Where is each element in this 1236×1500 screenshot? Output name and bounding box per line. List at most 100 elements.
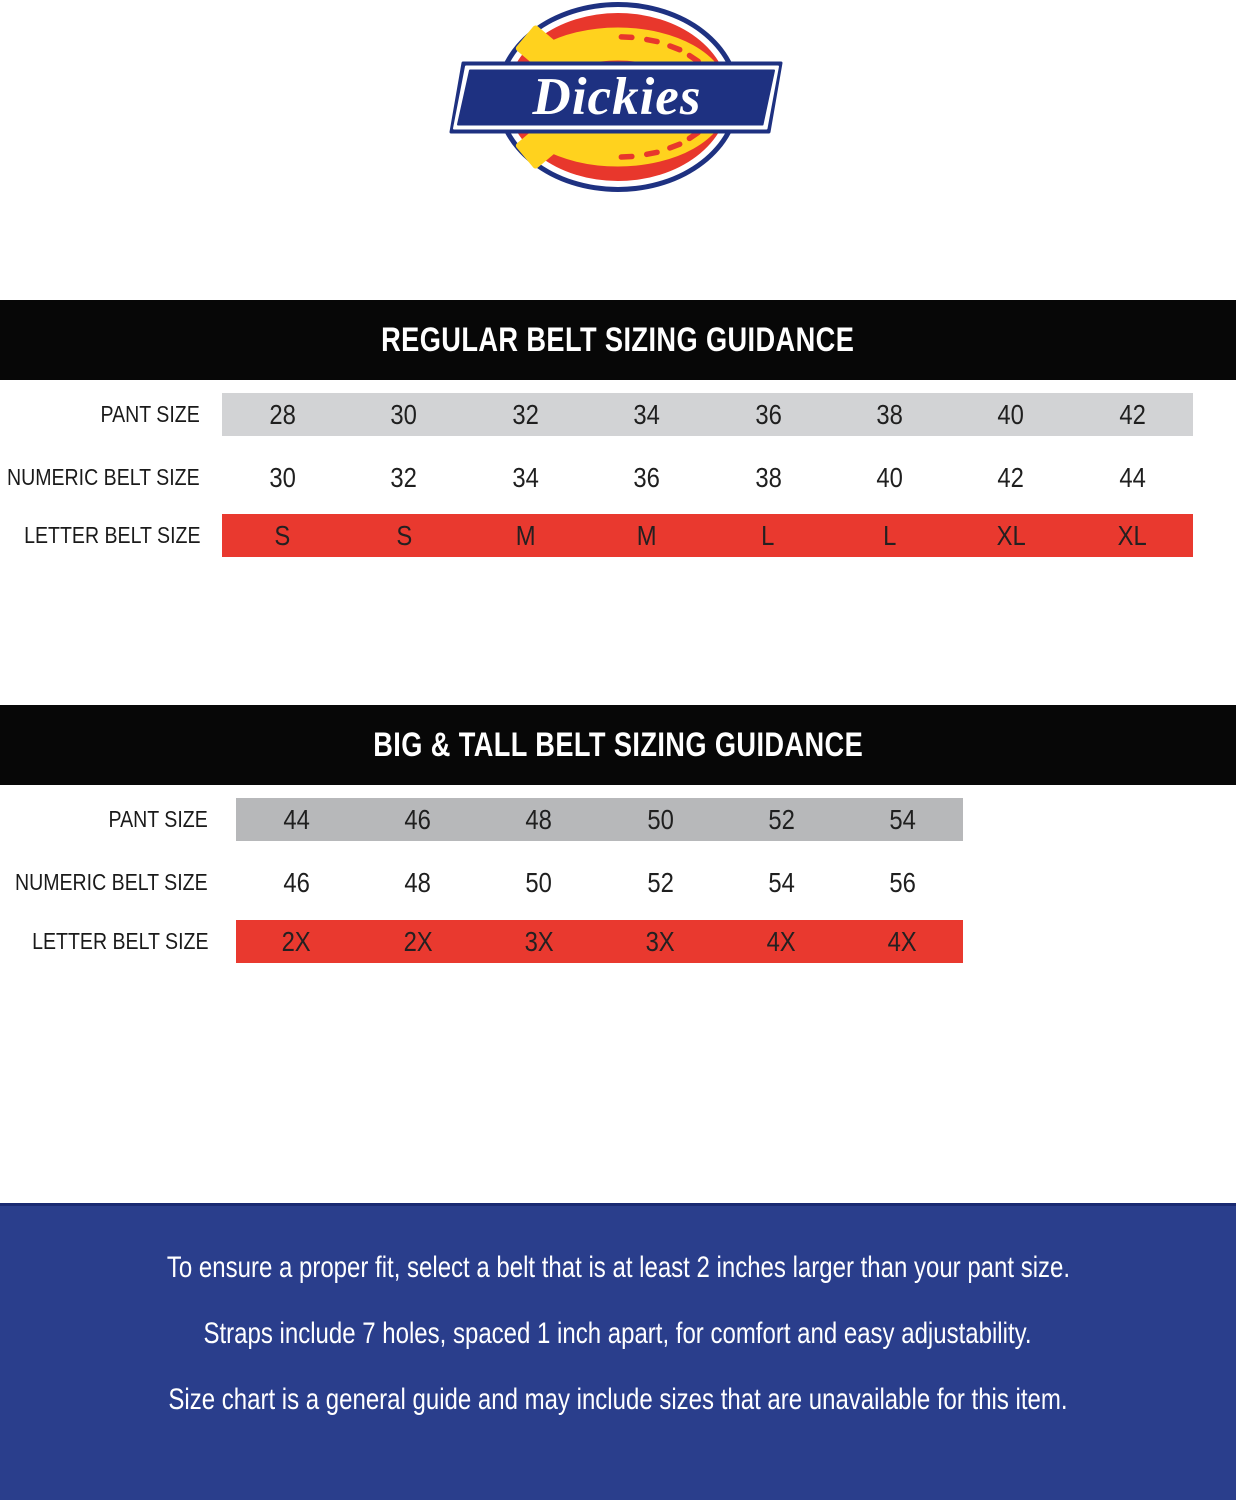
size-value: 4X [766, 925, 796, 957]
size-cell: 32 [343, 456, 464, 499]
size-cell: 3X [600, 920, 721, 963]
big-tall-pant-size-row: PANT SIZE 44 46 48 50 52 54 [0, 798, 1236, 841]
size-value: 56 [889, 866, 916, 898]
size-value: L [761, 519, 775, 551]
size-value: 52 [646, 866, 674, 898]
regular-numeric-belt-size-row: NUMERIC BELT SIZE 30 32 34 36 38 40 42 4… [0, 456, 1236, 499]
size-cell: 28 [222, 393, 343, 436]
regular-section-banner: REGULAR BELT SIZING GUIDANCE [0, 300, 1236, 380]
size-value: 28 [269, 398, 296, 430]
footer-note-line: Straps include 7 holes, spaced 1 inch ap… [203, 1317, 1032, 1350]
size-cell: 48 [478, 798, 599, 841]
dickies-logo: Dickies [449, 2, 783, 192]
big-tall-letter-belt-size-bar: 2X 2X 3X 3X 4X 4X [236, 920, 963, 963]
big-tall-pant-size-bar: 44 46 48 50 52 54 [236, 798, 963, 841]
regular-letter-belt-size-bar: S S M M L L XL XL [222, 514, 1193, 557]
size-value: 50 [646, 803, 674, 835]
size-cell: 52 [600, 861, 721, 904]
size-cell: 44 [1072, 456, 1193, 499]
size-cell: M [586, 514, 707, 557]
size-value: 34 [633, 398, 661, 430]
size-cell: 50 [600, 798, 721, 841]
size-cell: 52 [721, 798, 842, 841]
size-value: 40 [876, 461, 903, 493]
size-value: L [882, 519, 897, 551]
size-cell: 2X [236, 920, 357, 963]
size-value: 2X [282, 925, 312, 957]
size-cell: 40 [950, 393, 1071, 436]
size-cell: 4X [842, 920, 963, 963]
size-value: 54 [768, 866, 795, 898]
size-value: 36 [754, 398, 782, 430]
regular-letter-belt-size-row: LETTER BELT SIZE S S M M L L XL XL [0, 514, 1236, 557]
letter-belt-size-label: LETTER BELT SIZE [23, 522, 200, 548]
size-cell: S [222, 514, 343, 557]
regular-pant-size-bar: 28 30 32 34 36 38 40 42 [222, 393, 1193, 436]
size-value: 3X [645, 925, 675, 957]
size-cell: 34 [465, 456, 586, 499]
size-cell: 50 [478, 861, 599, 904]
size-value: 54 [889, 803, 916, 835]
size-cell: 3X [478, 920, 599, 963]
size-value: 40 [997, 398, 1025, 430]
size-cell: 42 [1072, 393, 1193, 436]
size-cell: L [829, 514, 950, 557]
size-value: 3X [524, 925, 554, 957]
big-tall-letter-belt-size-row: LETTER BELT SIZE 2X 2X 3X 3X 4X 4X [0, 920, 1236, 963]
size-cell: L [708, 514, 829, 557]
size-value: S [396, 519, 413, 551]
size-value: 44 [283, 803, 310, 835]
size-value: S [274, 519, 291, 551]
size-value: 48 [404, 866, 431, 898]
size-value: 52 [768, 803, 795, 835]
size-cell: 38 [708, 456, 829, 499]
footer-note-line: To ensure a proper fit, select a belt th… [166, 1251, 1070, 1284]
size-value: 46 [283, 866, 310, 898]
big-tall-section-title: BIG & TALL BELT SIZING GUIDANCE [373, 725, 863, 764]
regular-section-title: REGULAR BELT SIZING GUIDANCE [381, 320, 855, 359]
size-value: 30 [269, 461, 296, 493]
size-cell: 38 [829, 393, 950, 436]
size-cell: 40 [829, 456, 950, 499]
size-cell: 48 [357, 861, 478, 904]
footer-note-line: Size chart is a general guide and may in… [168, 1383, 1068, 1416]
size-cell: 44 [236, 798, 357, 841]
size-cell: XL [950, 514, 1071, 557]
footer-notes-panel: To ensure a proper fit, select a belt th… [0, 1203, 1236, 1500]
size-value: 44 [1119, 461, 1146, 493]
logo-banner: Dickies [449, 61, 783, 134]
size-value: 46 [404, 803, 431, 835]
size-cell: 30 [222, 456, 343, 499]
big-tall-numeric-belt-size-row: NUMERIC BELT SIZE 46 48 50 52 54 56 [0, 861, 1236, 904]
letter-belt-size-label: LETTER BELT SIZE [31, 928, 208, 954]
size-cell: XL [1072, 514, 1193, 557]
size-cell: 30 [343, 393, 464, 436]
size-cell: S [343, 514, 464, 557]
size-value: 38 [754, 461, 782, 493]
size-cell: 54 [721, 861, 842, 904]
size-value: XL [1117, 519, 1147, 551]
regular-numeric-belt-size-bar: 30 32 34 36 38 40 42 44 [222, 456, 1193, 499]
size-value: M [515, 519, 536, 551]
size-value: 4X [887, 925, 917, 957]
numeric-belt-size-label: NUMERIC BELT SIZE [15, 869, 208, 895]
size-value: 36 [633, 461, 661, 493]
size-cell: 34 [586, 393, 707, 436]
size-cell: 56 [842, 861, 963, 904]
size-value: 2X [403, 925, 433, 957]
big-tall-section-banner: BIG & TALL BELT SIZING GUIDANCE [0, 705, 1236, 785]
size-value: M [636, 519, 657, 551]
size-cell: 42 [950, 456, 1071, 499]
logo-wordmark: Dickies [532, 68, 702, 126]
size-cell: 4X [721, 920, 842, 963]
size-value: 38 [876, 398, 903, 430]
size-value: 50 [525, 866, 553, 898]
size-cell: 46 [236, 861, 357, 904]
size-value: 42 [1119, 398, 1146, 430]
size-cell: 54 [842, 798, 963, 841]
size-cell: 32 [465, 393, 586, 436]
size-cell: 36 [586, 456, 707, 499]
size-value: XL [996, 519, 1026, 551]
size-cell: 36 [708, 393, 829, 436]
